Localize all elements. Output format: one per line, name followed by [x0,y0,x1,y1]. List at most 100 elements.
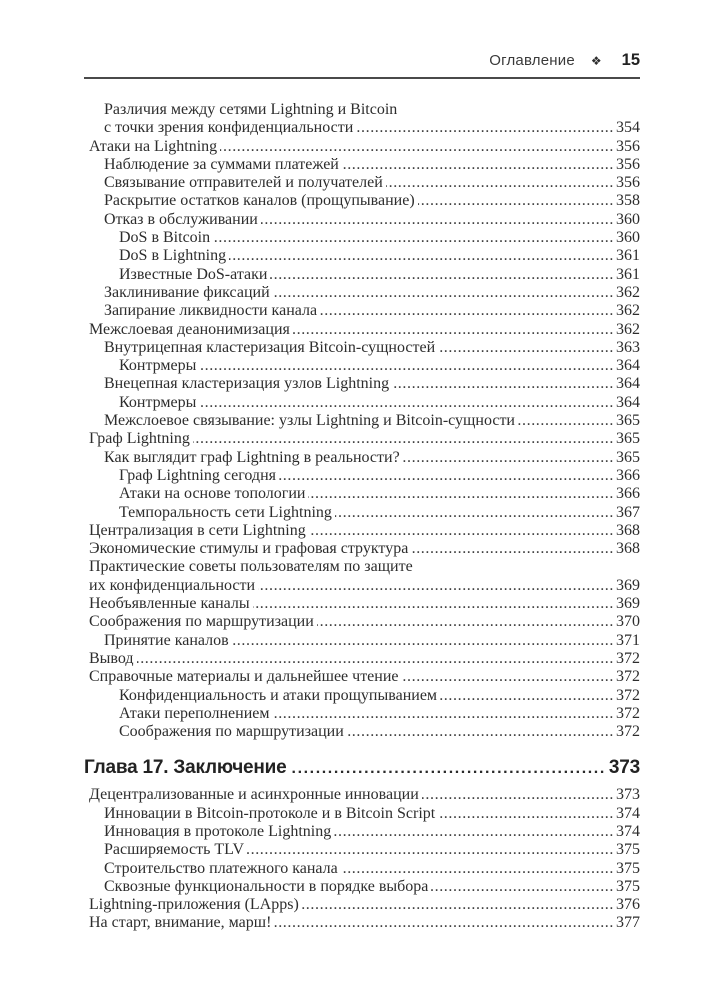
toc-entry-page-number: 369 [616,576,640,594]
toc-entry-title: Контрмеры [119,393,197,411]
toc-entry: Lightning-приложения (LApps) 376 [84,896,640,914]
dot-leader [213,229,614,247]
toc-entry-row: Экономические стимулы и графовая структу… [89,540,640,558]
toc-entry-title: Конфиденциальность и атаки прощупыванием [119,686,438,704]
toc-entry-page-number: 371 [616,631,640,649]
toc-entry: Сквозные функциональности в порядке выбо… [84,878,640,896]
toc-entry-row: Отказ в обслуживании 360 [104,211,640,229]
toc-entry-title: На старт, внимание, марш! [89,914,272,932]
dot-leader [402,668,614,686]
toc-entry: Практические советы пользователям по защ… [84,558,640,595]
dot-leader [274,914,614,932]
toc-entry: Инновации в Bitcoin-протоколе и в Bitcoi… [84,805,640,823]
toc-entry: Вывод 372 [84,650,640,668]
toc-entry: Соображения по маршрутизации 372 [84,723,640,741]
toc-entry-row: Внутрицепная кластеризация Bitcoin-сущно… [104,339,640,357]
toc-entry-page-number: 368 [616,540,640,558]
toc-entry-row: DoS в Lightning 361 [119,247,640,265]
toc-entry: DoS в Bitcoin 360 [84,229,640,247]
toc-entry-page-number: 375 [616,859,640,877]
dot-leader [392,375,614,393]
toc-entry-title: Сквозные функциональности в порядке выбо… [104,877,429,895]
dot-leader [342,156,614,174]
toc-entry: Внецепная кластеризация узлов Lightning 3… [84,375,640,393]
toc-entry-title: Наблюдение за суммами платежей [104,155,339,173]
toc-entry-page-number: 370 [616,613,640,631]
toc-entry: Контрмеры 364 [84,394,640,412]
toc-entry-row: Межслоевая деанонимизация 362 [89,321,640,339]
toc-entry-page-number: 372 [616,686,640,704]
toc-entry-page-number: 356 [616,137,640,155]
dot-leader [403,449,614,467]
toc-entry: Межслоевая деанонимизация 362 [84,321,640,339]
toc-entry-page-number: 365 [616,430,640,448]
toc-entry-row: Внецепная кластеризация узлов Lightning 3… [104,375,640,393]
toc-entry: Конфиденциальность и атаки прощупыванием… [84,687,640,705]
toc-chapter-entry: Глава 17. Заключение 373 [84,755,640,781]
toc-entry-title: Вывод [89,649,134,667]
toc-entry: Принятие каналов 371 [84,632,640,650]
toc-entry: Атаки на основе топологии 366 [84,485,640,503]
ornament-diamond-icon: ❖ [590,54,602,68]
toc-entry: Различия между сетями Lightning и Bitcoi… [84,101,640,138]
toc-entry-page-number: 361 [616,265,640,283]
running-head: Оглавление ❖ 15 [84,0,640,79]
toc-entry-title: Связывание отправителей и получателей [104,174,383,192]
toc-entry: Отказ в обслуживании 360 [84,211,640,229]
toc-entry-row: Контрмеры 364 [119,357,640,375]
toc-entry-page-number: 364 [616,375,640,393]
toc-entry-title: Справочные материалы и дальнейшее чтение [89,668,399,686]
toc-entry-wrap-line: Различия между сетями Lightning и Bitcoi… [104,101,398,118]
toc-entry: Строительство платежного канала 375 [84,860,640,878]
toc-entry-page-number: 376 [616,896,640,914]
toc-entry-page-number: 365 [616,448,640,466]
toc-entry: Соображения по маршрутизации 370 [84,613,640,631]
dot-leader [334,823,614,841]
running-head-page-number: 15 [621,51,640,69]
toc-entry-row: Конфиденциальность и атаки прощупыванием… [119,687,640,705]
dot-leader [356,119,614,137]
dot-leader [438,805,614,823]
toc-entry-page-number: 375 [616,841,640,859]
running-head-section-label: Оглавление [489,52,575,69]
toc-entry-page-number: 372 [616,668,640,686]
toc-entry-title: Внутрицепная кластеризация Bitcoin-сущно… [104,338,436,356]
toc-entry-title: DoS в Lightning [119,247,227,265]
dot-leader [199,357,614,375]
dot-leader [422,786,614,804]
toc-entry-title: Централизация в сети Lightning [89,521,306,539]
toc-entry-row: Атаки на Lightning 356 [89,138,640,156]
dot-leader [279,467,614,485]
toc-entry-title: Lightning-приложения (LApps) [89,896,299,914]
toc-entry-title: их конфиденциальности [89,576,256,594]
dot-leader [261,211,614,229]
toc-entry-title: Межслоевое связывание: узлы Lightning и … [104,412,515,430]
dot-leader [386,174,614,192]
toc-entry-page-number: 364 [616,393,640,411]
toc-entry-row: Контрмеры 364 [119,394,640,412]
toc-entry-row: Справочные материалы и дальнейшее чтение… [89,668,640,686]
toc-entry-row: Раскрытие остатков каналов (прощупывание… [104,192,640,210]
toc-entry-page-number: 373 [616,786,640,804]
toc-entry-row: Инновация в протоколе Lightning 374 [104,823,640,841]
dot-leader [320,302,614,320]
toc-entry-page-number: 367 [616,503,640,521]
toc-entry-page-number: 364 [616,357,640,375]
toc-entry: Заклинивание фиксаций 362 [84,284,640,302]
toc-entry: На старт, внимание, марш! 377 [84,914,640,932]
toc-entry-row: Расширяемость TLV 375 [104,841,640,859]
toc-entry-page-number: 377 [616,914,640,932]
dot-leader [220,138,614,156]
dot-leader [273,705,615,723]
toc-entry: Наблюдение за суммами платежей 356 [84,156,640,174]
dot-leader [258,577,614,595]
toc-entry-title: Строительство платежного канала [104,859,338,877]
dot-leader [440,687,614,705]
toc-entry-title: Атаки на Lightning [89,137,218,155]
dot-leader [290,755,606,781]
toc-entry-page-number: 356 [616,174,640,192]
toc-entry-title: Расширяемость TLV [104,841,244,859]
toc-entry-row: Сквозные функциональности в порядке выбо… [104,878,640,896]
toc-entry-row: Глава 17. Заключение 373 [84,755,640,781]
dot-leader [431,878,614,896]
